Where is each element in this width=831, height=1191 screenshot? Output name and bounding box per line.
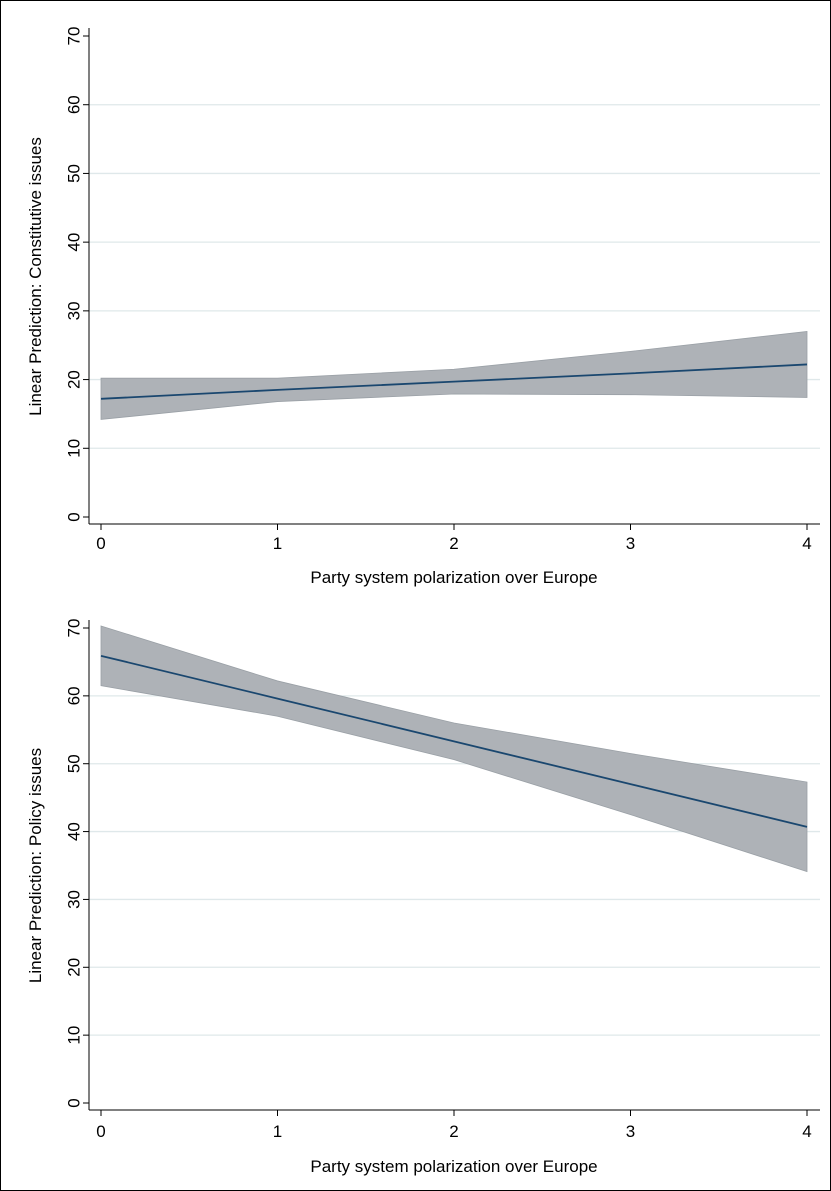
y-tick-label: 10 (65, 439, 84, 458)
x-tick-label: 4 (802, 1122, 811, 1141)
x-tick-label: 0 (96, 1122, 105, 1141)
chart-panel-1: 0 10 20 30 40 50 60 70 0 1 2 3 4 Party system polariz… (26, 27, 820, 587)
y-tick-label: 40 (65, 822, 84, 841)
confidence-band (100, 625, 808, 873)
x-tick-label: 2 (449, 534, 458, 553)
x-tick-label: 3 (626, 534, 635, 553)
y-axis-title: Linear Prediction: Constitutive issues (26, 137, 45, 416)
x-tick-label: 1 (273, 534, 282, 553)
x-tick-label: 3 (626, 1122, 635, 1141)
y-tick-label: 50 (65, 164, 84, 183)
y-tick-label: 50 (65, 754, 84, 773)
y-tick-label: 20 (65, 958, 84, 977)
y-axis-title: Linear Prediction: Policy issues (26, 748, 45, 983)
chart-panel-2: 0 10 20 30 40 50 60 70 0 1 2 3 4 Party system polariz… (26, 619, 820, 1176)
x-tick-label: 0 (96, 534, 105, 553)
x-tick-label: 1 (273, 1122, 282, 1141)
y-tick-label: 40 (65, 233, 84, 252)
x-tick-label: 2 (449, 1122, 458, 1141)
y-tick-label: 0 (65, 1098, 84, 1107)
y-tick-label: 20 (65, 370, 84, 389)
y-tick-label: 60 (65, 95, 84, 114)
x-tick-label: 4 (802, 534, 811, 553)
y-tick-label: 70 (65, 619, 84, 638)
y-tick-label: 0 (65, 512, 84, 521)
y-tick-label: 10 (65, 1026, 84, 1045)
y-tick-label: 30 (65, 890, 84, 909)
confidence-band (100, 331, 808, 420)
y-tick-label: 30 (65, 301, 84, 320)
y-tick-label: 60 (65, 686, 84, 705)
x-axis-title: Party system polarization over Europe (310, 1157, 597, 1176)
x-axis-title: Party system polarization over Europe (310, 568, 597, 587)
y-tick-label: 70 (65, 27, 84, 46)
